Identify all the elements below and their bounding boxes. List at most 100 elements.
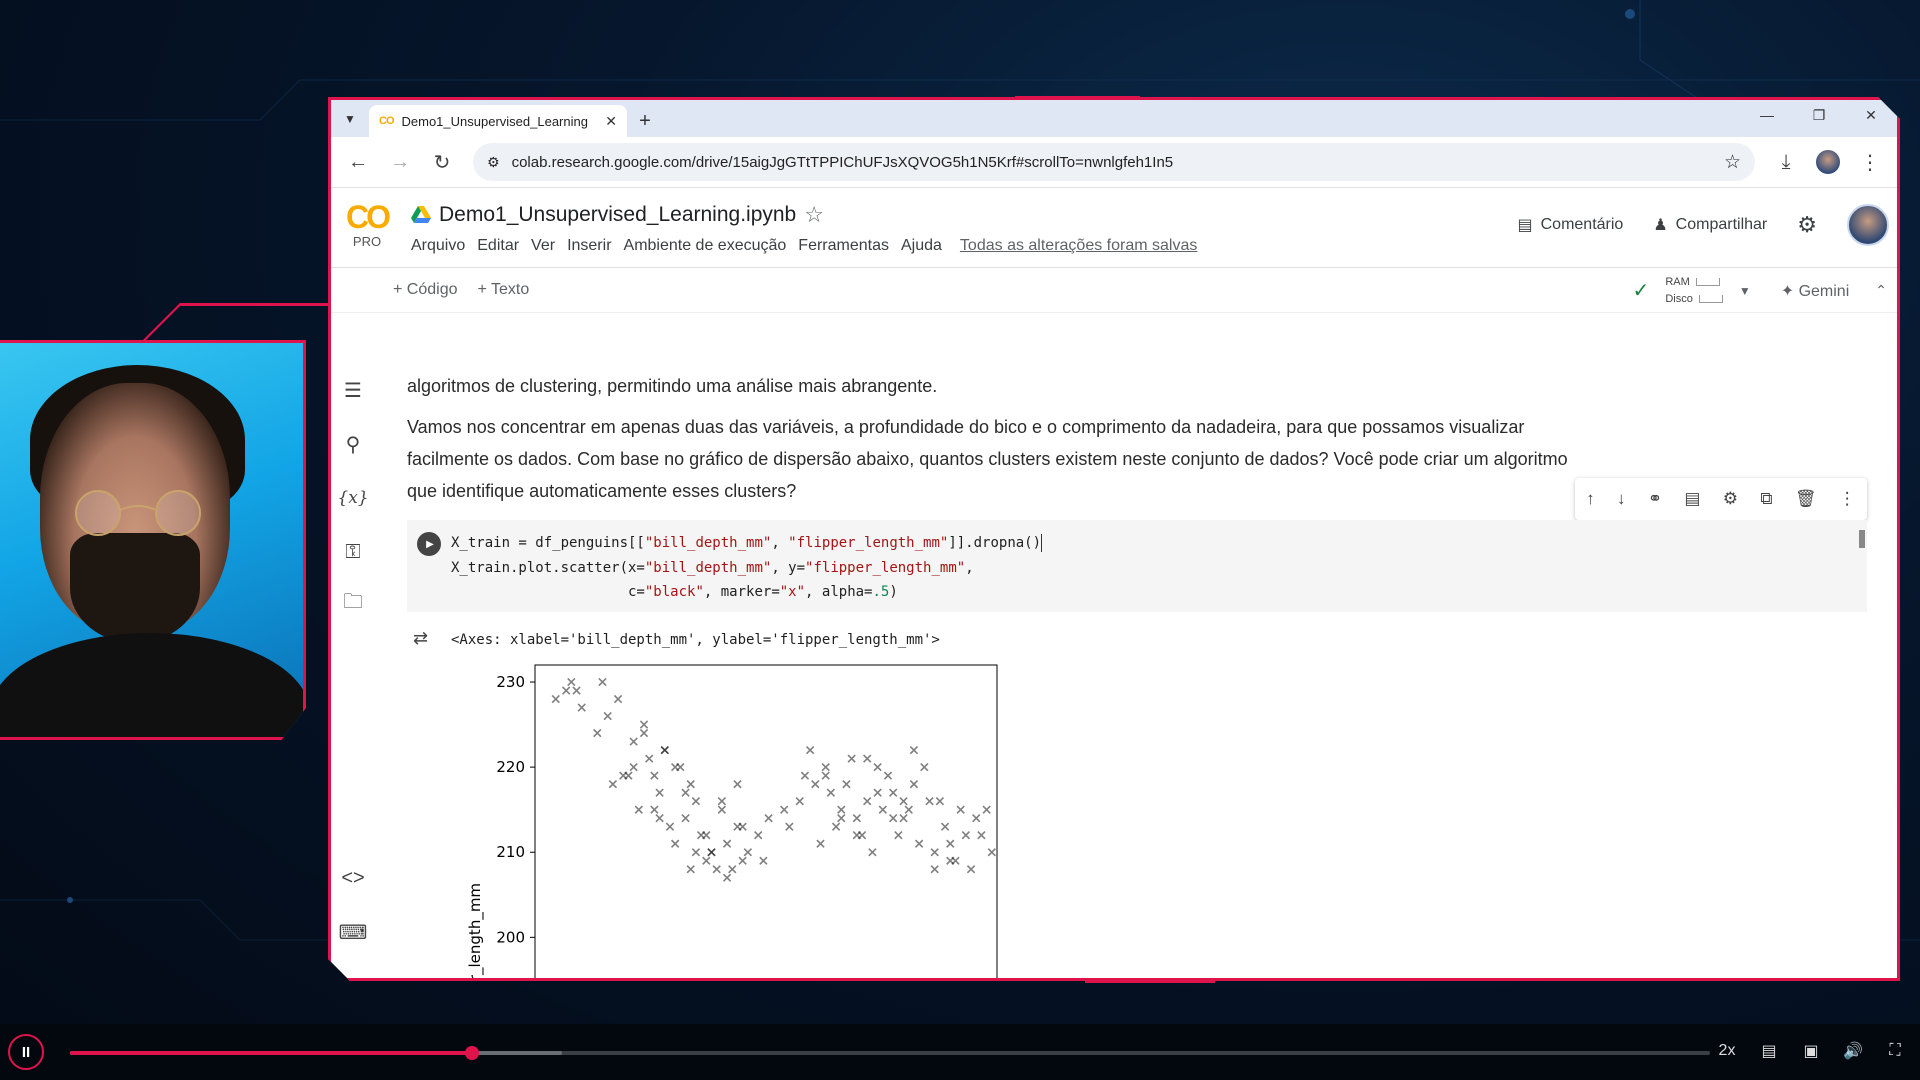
link-icon[interactable]: ⚭	[1647, 489, 1663, 508]
gemini-button[interactable]: ✦ Gemini	[1781, 281, 1850, 301]
progress-thumb[interactable]	[464, 1046, 479, 1060]
scatter-point-upper-left-0	[764, 814, 773, 823]
left-sidebar: ☰ ⚲ {x} ⚿ 🗀 <> ⌨	[331, 370, 375, 978]
video-player-bar: II 2x ▤ ▣ 🔊 ⛶	[0, 1024, 1920, 1080]
scatter-point-lower-right-10	[899, 814, 908, 823]
add-code-button[interactable]: + Código	[393, 281, 458, 298]
scatter-point-lower-right-11	[894, 831, 903, 840]
star-icon[interactable]: ☆	[804, 202, 824, 227]
cell-settings-icon[interactable]: ⚙	[1722, 489, 1739, 508]
scatter-points	[551, 677, 996, 882]
code-editor[interactable]: X_train = df_penguins[["bill_depth_mm", …	[451, 531, 1043, 605]
search-icon[interactable]: ⚲	[345, 433, 361, 456]
connected-check-icon: ✓	[1632, 280, 1650, 302]
mirror-cell-icon[interactable]: ⧉	[1760, 489, 1773, 508]
close-icon[interactable]: ✕	[605, 112, 617, 129]
profile-button[interactable]	[1809, 143, 1847, 181]
scatter-point-upper-left-14	[681, 814, 690, 823]
pause-button[interactable]: II	[8, 1034, 44, 1070]
sparkle-icon: ✦	[1780, 282, 1795, 300]
scatter-point-upper-left-23	[634, 805, 643, 814]
back-button[interactable]: ←	[339, 143, 377, 181]
menu-ambiente[interactable]: Ambiente de execução	[623, 237, 787, 254]
scatter-point-upper-left-52	[551, 694, 560, 704]
colab-logo-text: CO	[346, 199, 391, 235]
more-options-icon[interactable]: ⋮	[1838, 489, 1856, 508]
key-icon[interactable]: ⚿	[345, 540, 361, 563]
output-toggle-icon[interactable]: ⇄	[413, 628, 429, 648]
menu-editar[interactable]: Editar	[477, 237, 520, 254]
downloads-button[interactable]: ⤓	[1767, 143, 1805, 181]
captions-icon[interactable]: ▤	[1761, 1043, 1777, 1060]
fullscreen-icon[interactable]: ⛶	[1889, 1042, 1901, 1059]
notebook-title[interactable]: Demo1_Unsupervised_Learning.ipynb	[439, 203, 797, 226]
bookmark-star-icon[interactable]: ☆	[1723, 151, 1741, 173]
playback-speed-button[interactable]: 2x	[1718, 1042, 1736, 1059]
browser-menu-button[interactable]: ⋮	[1851, 143, 1889, 181]
runtime-dropdown-icon[interactable]: ▼	[1738, 283, 1751, 298]
code-cell[interactable]: ✓ 0s ▶ X_train = df_penguins[["bill_dept…	[407, 520, 1867, 612]
scatter-point-upper-left-34	[681, 788, 690, 797]
webcam-frame-tab	[140, 303, 348, 343]
runtime-status: ✓ RAM Disco ▼ ✦ Gemini ⌃	[1633, 268, 1887, 313]
menu-ferramentas[interactable]: Ferramentas	[798, 237, 889, 254]
person-beard	[70, 533, 200, 643]
account-avatar[interactable]	[1847, 204, 1889, 246]
minimize-button[interactable]: —	[1760, 107, 1774, 123]
site-info-icon[interactable]: ⚙	[487, 153, 500, 170]
forward-button[interactable]: →	[381, 143, 419, 181]
move-up-icon[interactable]: ↑	[1586, 489, 1595, 508]
settings-gear-icon[interactable]: ⚙	[1797, 212, 1817, 237]
scatter-point-upper-left-40	[624, 771, 633, 780]
new-tab-button[interactable]: +	[627, 105, 663, 137]
menu-inserir[interactable]: Inserir	[567, 237, 612, 254]
scatter-point-upper-left-51	[561, 686, 571, 695]
resource-indicator[interactable]: RAM Disco	[1665, 274, 1723, 308]
colab-header: CO PRO Demo1_Unsupervised_Learning.ipynb…	[331, 188, 1897, 268]
y-axis-label: flipper_length_mm	[466, 883, 485, 981]
close-window-button[interactable]: ✕	[1865, 106, 1877, 123]
trash-icon[interactable]: 🗑	[1794, 489, 1817, 508]
comment-button[interactable]: ▤ Comentário	[1518, 215, 1624, 235]
scatter-point-lower-right-6	[930, 848, 939, 857]
window-accent-bottom	[1085, 979, 1215, 983]
scatter-point-lower-right-41	[821, 762, 830, 772]
scatter-point-lower-right-8	[914, 839, 924, 848]
share-button[interactable]: ♟ Compartilhar	[1653, 215, 1767, 235]
reload-button[interactable]: ↻	[423, 143, 461, 181]
saved-status-link[interactable]: Todas as alterações foram salvas	[959, 237, 1198, 254]
scatter-point-lower-right-47	[982, 805, 991, 814]
cell-scrollbar[interactable]	[1859, 530, 1865, 548]
table-of-contents-icon[interactable]: ☰	[344, 379, 362, 402]
volume-icon[interactable]: 🔊	[1843, 1043, 1863, 1060]
move-down-icon[interactable]: ↓	[1616, 489, 1626, 508]
scatter-point-upper-left-47	[722, 873, 732, 882]
run-cell-button[interactable]: ▶	[417, 532, 441, 556]
comment-cell-icon[interactable]: ▤	[1684, 489, 1701, 508]
scatter-point-upper-left-12	[691, 797, 701, 806]
scatter-point-upper-left-10	[702, 856, 711, 865]
scatter-point-upper-left-2	[743, 848, 752, 857]
collapse-header-icon[interactable]: ⌃	[1875, 282, 1887, 298]
person-body	[0, 633, 303, 737]
variables-icon[interactable]: {x}	[337, 488, 369, 508]
terminal-icon[interactable]: ⌨	[338, 921, 368, 944]
restore-button[interactable]: ❐	[1812, 106, 1826, 123]
url-field[interactable]: ⚙ colab.research.google.com/drive/15aigJ…	[473, 143, 1755, 181]
colab-logo[interactable]: CO PRO	[343, 200, 391, 249]
tab-search-button[interactable]: ▼	[331, 100, 369, 137]
scatter-point-lower-right-25	[816, 839, 825, 848]
progress-bar[interactable]	[70, 1046, 1710, 1060]
menu-ajuda[interactable]: Ajuda	[901, 237, 942, 254]
add-text-button[interactable]: + Texto	[477, 281, 530, 298]
scatter-point-lower-right-28	[785, 822, 794, 831]
people-icon: ♟	[1653, 217, 1668, 234]
tab-colab[interactable]: CO Demo1_Unsupervised_Learning ✕	[369, 105, 627, 137]
scatter-point-upper-left-41	[598, 677, 607, 687]
picture-in-picture-icon[interactable]: ▣	[1803, 1043, 1819, 1060]
menu-arquivo[interactable]: Arquivo	[411, 237, 466, 254]
code-snippets-icon[interactable]: <>	[341, 866, 365, 889]
scatter-point-lower-right-1	[977, 831, 986, 840]
menu-ver[interactable]: Ver	[531, 237, 556, 254]
folder-icon[interactable]: 🗀	[343, 591, 363, 613]
